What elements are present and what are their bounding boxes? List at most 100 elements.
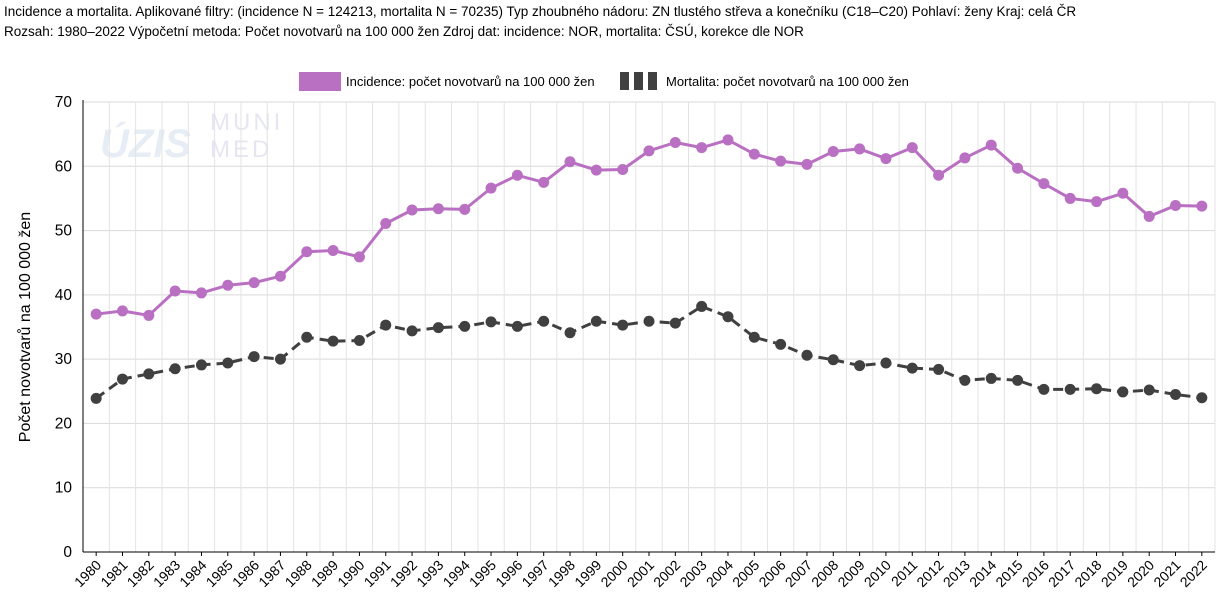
x-tick-label: 1983: [150, 557, 183, 590]
incidence-point-1985[interactable]: [222, 279, 234, 291]
incidence-point-2017[interactable]: [1064, 192, 1076, 204]
mortalita-point-1998[interactable]: [564, 327, 576, 339]
incidence-point-1998[interactable]: [564, 156, 576, 168]
incidence-point-1987[interactable]: [274, 270, 286, 282]
x-tick-label: 2005: [729, 557, 762, 590]
mortalita-point-1995[interactable]: [485, 316, 497, 328]
incidence-point-2001[interactable]: [643, 145, 655, 157]
mortalita-point-2017[interactable]: [1064, 383, 1076, 395]
incidence-point-1990[interactable]: [353, 251, 365, 263]
incidence-point-2021[interactable]: [1170, 200, 1182, 211]
incidence-point-1991[interactable]: [380, 218, 392, 229]
mortalita-point-2013[interactable]: [959, 374, 971, 386]
mortalita-point-1997[interactable]: [538, 315, 550, 327]
incidence-point-2019[interactable]: [1117, 187, 1129, 199]
mortalita-point-1988[interactable]: [301, 331, 313, 343]
mortalita-point-2003[interactable]: [696, 300, 708, 312]
mortalita-point-2001[interactable]: [643, 315, 655, 327]
mortalita-point-2008[interactable]: [827, 354, 839, 366]
mortalita-point-2007[interactable]: [801, 349, 813, 361]
mortalita-point-2019[interactable]: [1117, 386, 1129, 398]
mortalita-point-1991[interactable]: [380, 319, 392, 331]
incidence-point-1992[interactable]: [406, 204, 418, 216]
incidence-point-1986[interactable]: [248, 277, 260, 289]
incidence-point-2007[interactable]: [801, 158, 813, 170]
incidence-point-1983[interactable]: [169, 285, 181, 297]
incidence-point-2020[interactable]: [1143, 210, 1155, 222]
incidence-point-2009[interactable]: [854, 143, 866, 155]
mortalita-point-1983[interactable]: [169, 363, 181, 375]
mortalita-point-1990[interactable]: [353, 335, 365, 346]
mortalita-point-1985[interactable]: [222, 357, 234, 369]
incidence-point-2008[interactable]: [827, 146, 839, 157]
mortalita-point-1993[interactable]: [432, 322, 444, 334]
incidence-point-1993[interactable]: [432, 203, 444, 215]
incidence-point-2000[interactable]: [617, 164, 629, 175]
y-tick-labels: 0 10 20 30 40 50 60 70: [55, 94, 73, 561]
mortalita-point-2020[interactable]: [1143, 384, 1155, 396]
incidence-point-1996[interactable]: [511, 169, 523, 181]
mortalita-point-2016[interactable]: [1038, 383, 1050, 395]
x-tick-label: 1995: [466, 557, 499, 590]
mortalita-point-2004[interactable]: [722, 311, 734, 323]
incidence-point-2016[interactable]: [1038, 178, 1050, 190]
incidence-point-2012[interactable]: [933, 169, 945, 181]
incidence-point-2004[interactable]: [722, 134, 734, 146]
mortalita-point-2009[interactable]: [854, 360, 866, 372]
legend-swatch-incidence[interactable]: [299, 72, 341, 91]
mortalita-point-2022[interactable]: [1196, 392, 1208, 404]
x-tick-label: 1996: [492, 557, 525, 590]
mortalita-point-2010[interactable]: [880, 357, 892, 369]
incidence-point-2010[interactable]: [880, 153, 892, 165]
mortalita-point-1980[interactable]: [90, 392, 102, 404]
incidence-point-1980[interactable]: [90, 308, 102, 320]
mortalita-point-1984[interactable]: [195, 359, 207, 371]
incidence-point-1984[interactable]: [195, 287, 207, 299]
incidence-point-2015[interactable]: [1012, 162, 1024, 174]
mortalita-point-2018[interactable]: [1091, 383, 1103, 395]
series-layer: [90, 134, 1208, 404]
mortalita-point-1982[interactable]: [143, 368, 155, 380]
mortalita-point-2021[interactable]: [1170, 389, 1182, 400]
mortalita-point-2002[interactable]: [669, 317, 681, 329]
incidence-point-1997[interactable]: [538, 176, 550, 188]
mortalita-point-1981[interactable]: [116, 373, 128, 385]
mortalita-point-2014[interactable]: [985, 372, 997, 384]
x-tick-label: 1984: [176, 557, 209, 590]
series-incidence: [90, 134, 1208, 321]
incidence-point-1989[interactable]: [327, 245, 339, 256]
mortalita-point-2006[interactable]: [775, 338, 787, 350]
incidence-point-2022[interactable]: [1196, 200, 1208, 212]
x-tick-label: 2022: [1177, 557, 1210, 590]
incidence-point-1994[interactable]: [459, 203, 471, 215]
mortalita-point-2012[interactable]: [933, 363, 945, 375]
incidence-point-2014[interactable]: [985, 139, 997, 151]
legend-label-mortalita[interactable]: Mortalita: počet novotvarů na 100 000 že…: [666, 74, 909, 89]
incidence-point-2002[interactable]: [669, 137, 681, 148]
mortalita-point-2015[interactable]: [1012, 374, 1024, 386]
mortalita-point-1987[interactable]: [274, 353, 286, 365]
series-mortalita: [90, 300, 1208, 404]
incidence-point-1995[interactable]: [485, 182, 497, 194]
incidence-point-1988[interactable]: [301, 246, 313, 258]
mortalita-point-1999[interactable]: [590, 315, 602, 327]
incidence-point-1981[interactable]: [116, 305, 128, 317]
incidence-point-2011[interactable]: [906, 142, 918, 154]
incidence-point-2018[interactable]: [1091, 196, 1103, 208]
incidence-point-2013[interactable]: [959, 152, 971, 164]
y-tick-label: 10: [55, 480, 73, 497]
mortalita-point-2011[interactable]: [906, 362, 918, 374]
incidence-point-1999[interactable]: [590, 164, 602, 176]
mortalita-point-1992[interactable]: [406, 325, 418, 337]
incidence-point-2005[interactable]: [748, 148, 760, 160]
mortalita-point-1994[interactable]: [459, 320, 471, 332]
legend-label-incidence[interactable]: Incidence: počet novotvarů na 100 000 že…: [346, 74, 595, 89]
mortalita-point-2005[interactable]: [748, 331, 760, 343]
mortalita-point-1986[interactable]: [248, 351, 260, 363]
incidence-point-1982[interactable]: [143, 309, 155, 321]
incidence-point-2006[interactable]: [775, 155, 787, 167]
mortalita-point-1989[interactable]: [327, 335, 339, 347]
mortalita-point-1996[interactable]: [511, 320, 523, 332]
mortalita-point-2000[interactable]: [617, 319, 629, 331]
incidence-point-2003[interactable]: [696, 142, 708, 154]
